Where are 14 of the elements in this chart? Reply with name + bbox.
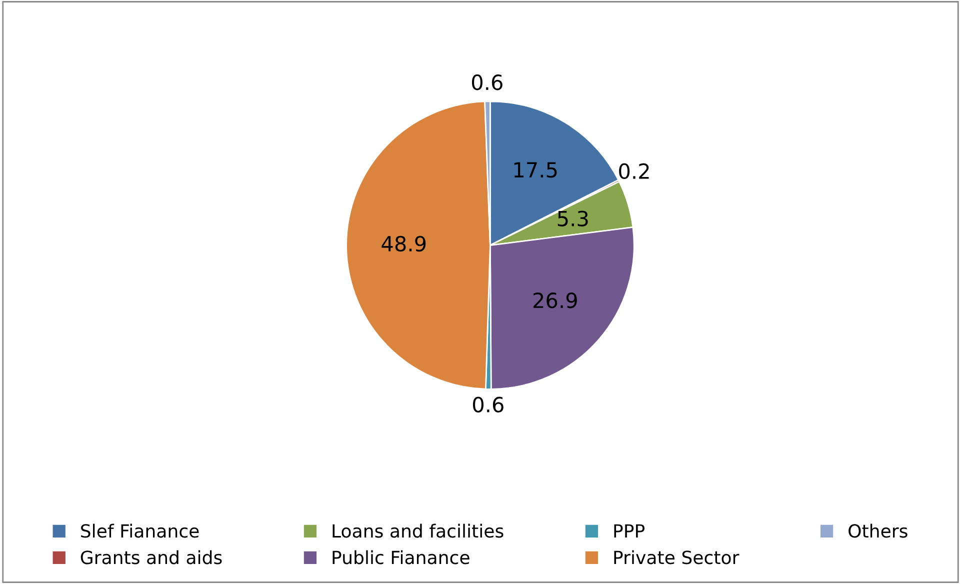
data-label: 5.3 bbox=[558, 210, 588, 226]
legend-label: Loans and facilities bbox=[332, 524, 504, 538]
legend-label: Slef Fianance bbox=[81, 524, 199, 538]
legend-label: PPP bbox=[614, 524, 645, 538]
data-label: 0.6 bbox=[472, 74, 502, 90]
data-label: 26.9 bbox=[533, 292, 577, 308]
data-label: 48.9 bbox=[382, 236, 426, 252]
legend-label: Grants and aids bbox=[80, 550, 222, 564]
data-label: 0.2 bbox=[619, 163, 649, 180]
legend-label: Others bbox=[848, 524, 908, 538]
legend-label: Public Fianance bbox=[332, 550, 470, 564]
legend-label: Private Sector bbox=[614, 550, 740, 564]
data-label: 17.5 bbox=[514, 162, 557, 178]
data-label: 0.6 bbox=[472, 396, 504, 412]
